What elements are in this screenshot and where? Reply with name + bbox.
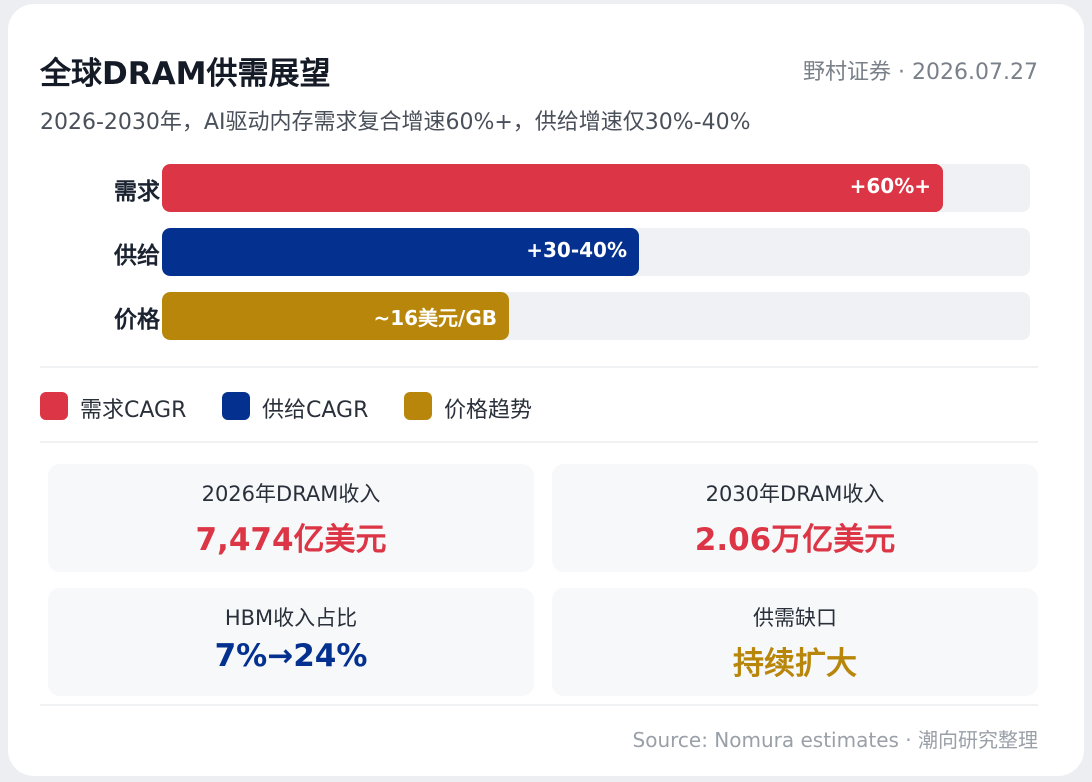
bar-value-label: ~16美元/GB xyxy=(373,306,497,330)
chart-subtitle: 2026-2030年，AI驱动内存需求复合增速60%+，供给增速仅30%-40% xyxy=(40,110,751,135)
stat-tile: 2026年DRAM收入 7,474亿美元 xyxy=(48,464,534,572)
stat-tile: 2030年DRAM收入 2.06万亿美元 xyxy=(552,464,1038,572)
legend-swatch xyxy=(404,392,432,420)
bar: +60%+ xyxy=(162,164,943,212)
legend-swatch xyxy=(222,392,250,420)
stat-label: 供需缺口 xyxy=(753,606,837,630)
divider xyxy=(40,366,1038,368)
bar: +30-40% xyxy=(162,228,639,276)
stat-label: 2030年DRAM收入 xyxy=(705,482,885,506)
legend-label: 需求CAGR xyxy=(80,398,187,423)
header: 全球DRAM供需展望 野村证券 · 2026.07.27 xyxy=(40,48,1038,92)
legend-swatch xyxy=(40,392,68,420)
source-date: 野村证券 · 2026.07.27 xyxy=(803,60,1038,85)
bar-value-label: +60%+ xyxy=(849,174,931,198)
bar-row: 供给 +30-40% xyxy=(40,228,1038,276)
stat-label: HBM收入占比 xyxy=(224,606,358,630)
stat-tile: HBM收入占比 7%→24% xyxy=(48,588,534,696)
bar: ~16美元/GB xyxy=(162,292,509,340)
bar-chart: 需求 +60%+ 供给 +30-40% 价格 ~16美元/GB xyxy=(40,164,1038,346)
divider xyxy=(40,704,1038,706)
stat-value: 7,474亿美元 xyxy=(195,522,387,558)
legend-label: 价格趋势 xyxy=(444,398,533,423)
bar-track: +60%+ xyxy=(162,164,1030,212)
bar-value-label: +30-40% xyxy=(526,238,627,262)
stat-value: 持续扩大 xyxy=(733,646,857,682)
bar-track: ~16美元/GB xyxy=(162,292,1030,340)
bar-row: 价格 ~16美元/GB xyxy=(40,292,1038,340)
footer-source: Source: Nomura estimates · 潮向研究整理 xyxy=(632,728,1038,752)
bar-track: +30-40% xyxy=(162,228,1030,276)
chart-title: 全球DRAM供需展望 xyxy=(40,56,331,92)
stat-value: 7%→24% xyxy=(214,638,368,674)
stat-tile: 供需缺口 持续扩大 xyxy=(552,588,1038,696)
bar-row: 需求 +60%+ xyxy=(40,164,1038,212)
bar-category-label: 供给 xyxy=(114,243,160,269)
legend-label: 供给CAGR xyxy=(262,398,369,423)
stat-label: 2026年DRAM收入 xyxy=(201,482,381,506)
divider xyxy=(40,441,1038,443)
stat-value: 2.06万亿美元 xyxy=(694,522,896,558)
bar-category-label: 价格 xyxy=(114,307,160,333)
bar-category-label: 需求 xyxy=(114,179,160,205)
